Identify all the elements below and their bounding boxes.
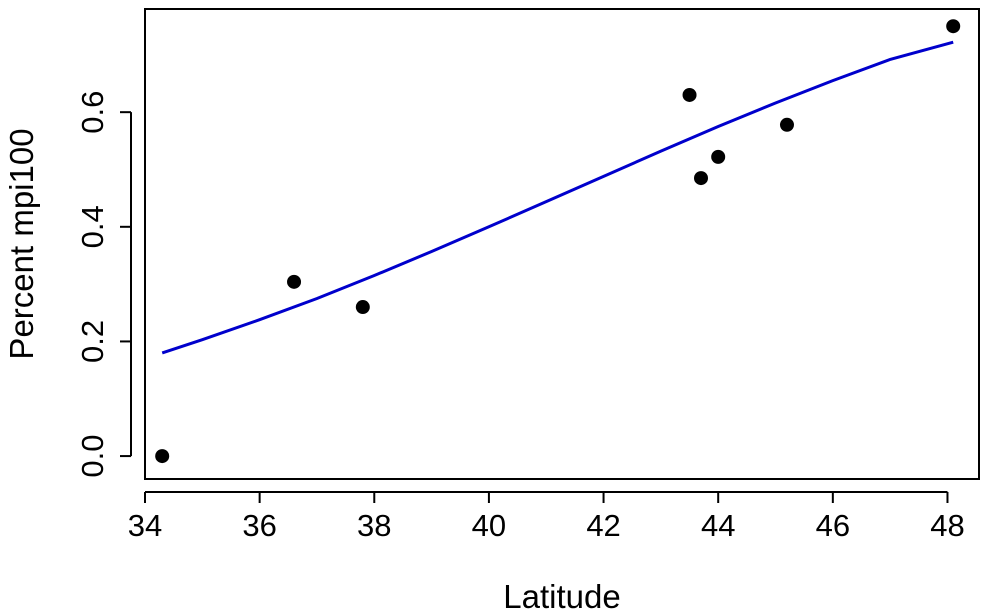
x-tick-label: 34 — [128, 508, 162, 543]
data-point — [355, 300, 370, 315]
x-axis-title: Latitude — [503, 578, 620, 615]
data-point — [711, 149, 726, 164]
x-tick-label: 38 — [357, 508, 391, 543]
x-tick-label: 44 — [701, 508, 735, 543]
data-point — [694, 171, 708, 186]
y-tick-label: 0.0 — [75, 435, 110, 478]
y-tick-label: 0.2 — [75, 320, 110, 363]
x-tick-label: 48 — [930, 508, 964, 543]
x-tick-label: 46 — [816, 508, 850, 543]
fit-curve — [161, 40, 954, 355]
y-tick-label: 0.4 — [75, 205, 110, 248]
x-tick-label: 40 — [472, 508, 506, 543]
plot-frame — [144, 8, 980, 480]
data-point — [946, 19, 961, 34]
y-tick-label: 0.6 — [75, 91, 110, 134]
data-point — [779, 117, 794, 132]
data-point — [682, 87, 697, 102]
data-points — [155, 19, 961, 464]
x-tick-label: 36 — [242, 508, 276, 543]
data-point — [287, 274, 302, 289]
y-axis-title: Percent mpi100 — [3, 128, 40, 359]
x-tick-label: 42 — [586, 508, 620, 543]
y-axis: 0.0 0.2 0.4 0.6 — [75, 91, 132, 478]
data-point — [155, 449, 170, 464]
x-axis: 34 36 38 40 42 44 46 48 — [128, 491, 965, 543]
